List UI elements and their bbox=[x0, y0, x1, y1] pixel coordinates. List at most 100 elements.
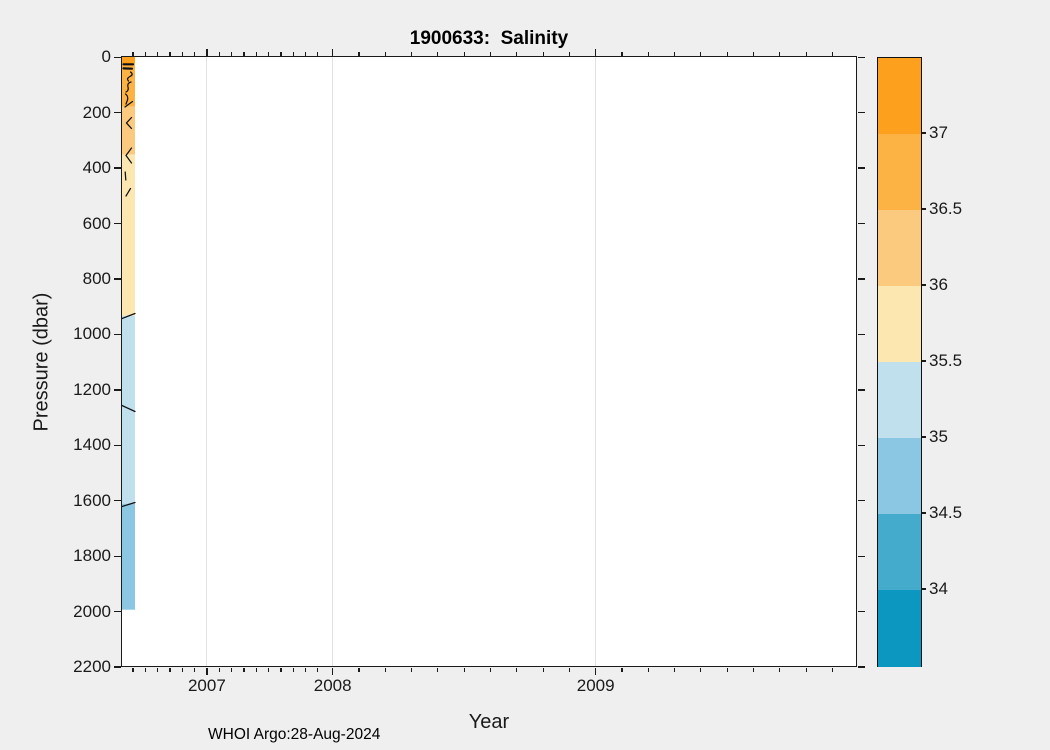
colorbar-tick-label: 36.5 bbox=[929, 199, 963, 218]
y-tick-label: 1000 bbox=[73, 324, 111, 344]
x-major-tick bbox=[595, 667, 597, 675]
colorbar-tick bbox=[921, 436, 926, 438]
colorbar-tick bbox=[921, 284, 926, 286]
x-minor-tick-top bbox=[779, 51, 781, 56]
x-minor-tick-top bbox=[726, 51, 728, 56]
x-minor-tick bbox=[621, 667, 623, 673]
contour-line bbox=[122, 501, 136, 508]
x-minor-tick bbox=[157, 667, 159, 673]
y-major-tick-right bbox=[857, 444, 865, 447]
x-minor-tick-top bbox=[218, 51, 220, 56]
credit-text: WHOI Argo:28-Aug-2024 bbox=[208, 726, 381, 743]
y-tick-label: 2000 bbox=[73, 601, 111, 621]
y-tick-label: 200 bbox=[82, 102, 111, 122]
x-minor-tick-top bbox=[280, 51, 282, 56]
y-major-tick-right bbox=[857, 112, 865, 114]
x-minor-tick-top bbox=[181, 51, 183, 56]
x-minor-tick bbox=[437, 667, 439, 673]
contour-line bbox=[124, 100, 134, 108]
y-major-tick-right bbox=[857, 333, 865, 336]
x-minor-tick-top bbox=[542, 51, 544, 56]
y-major-tick bbox=[114, 333, 121, 336]
x-minor-tick bbox=[463, 667, 465, 673]
x-tick-label: 2009 bbox=[576, 676, 615, 695]
x-minor-tick-top bbox=[568, 51, 570, 56]
x-minor-tick-top bbox=[144, 51, 146, 56]
colorbar-tick-label: 35.5 bbox=[929, 351, 963, 370]
colorbar-tick bbox=[921, 512, 926, 514]
y-major-tick bbox=[114, 112, 121, 114]
y-major-tick-right bbox=[857, 555, 865, 557]
y-major-tick-right bbox=[857, 610, 865, 613]
y-major-tick bbox=[114, 389, 121, 391]
contour-line bbox=[125, 81, 132, 93]
colorbar-band-s_lt_34 bbox=[878, 590, 921, 667]
x-major-tick-top bbox=[595, 49, 597, 56]
colorbar-tick-label: 35 bbox=[929, 427, 948, 446]
x-minor-tick bbox=[268, 667, 270, 673]
y-major-tick-right bbox=[857, 222, 865, 225]
x-minor-tick-top bbox=[268, 51, 270, 56]
strip-band-s_35_355 bbox=[122, 315, 135, 504]
x-minor-tick bbox=[674, 667, 676, 673]
y-axis-label: Pressure (dbar) bbox=[30, 292, 53, 432]
y-major-tick-right bbox=[857, 389, 865, 391]
x-minor-tick bbox=[805, 667, 807, 673]
x-minor-tick bbox=[752, 667, 755, 673]
x-minor-tick-top bbox=[231, 51, 233, 56]
colorbar-tick bbox=[921, 360, 926, 362]
x-minor-tick bbox=[292, 667, 294, 673]
contour-line bbox=[126, 71, 133, 82]
y-major-tick-right bbox=[857, 278, 865, 280]
y-major-tick bbox=[114, 500, 121, 502]
x-minor-tick-top bbox=[700, 51, 702, 56]
x-minor-tick-top bbox=[132, 51, 134, 56]
colorbar-tick-label: 34 bbox=[929, 579, 948, 598]
y-major-tick-right bbox=[857, 56, 865, 58]
x-major-tick bbox=[206, 667, 208, 675]
x-minor-tick-top bbox=[305, 51, 307, 56]
x-minor-tick bbox=[700, 667, 702, 673]
colorbar-band-s_345_35 bbox=[878, 438, 921, 515]
x-major-tick-top bbox=[206, 49, 208, 56]
y-tick-label: 1800 bbox=[73, 546, 111, 566]
x-minor-tick bbox=[280, 667, 282, 673]
contour-line bbox=[125, 116, 133, 130]
x-minor-tick bbox=[218, 667, 220, 673]
y-major-tick-right bbox=[857, 167, 865, 169]
y-tick-label: 1400 bbox=[73, 435, 111, 455]
colorbar-band-s_gt_37 bbox=[878, 58, 921, 135]
colorbar-tick-label: 37 bbox=[929, 123, 948, 142]
x-minor-tick-top bbox=[463, 51, 465, 56]
y-major-tick bbox=[114, 555, 121, 557]
x-minor-tick-top bbox=[194, 51, 196, 56]
x-minor-tick bbox=[516, 667, 518, 673]
x-minor-tick bbox=[132, 667, 134, 673]
strip-band-s_365_37 bbox=[122, 63, 135, 107]
x-minor-tick-top bbox=[317, 51, 319, 56]
y-major-tick bbox=[114, 666, 121, 668]
contour-line bbox=[122, 312, 136, 320]
x-minor-tick bbox=[411, 667, 413, 673]
x-minor-tick-top bbox=[647, 51, 649, 56]
y-major-tick-right bbox=[857, 500, 865, 502]
x-minor-tick-top bbox=[831, 51, 833, 56]
y-tick-label: 600 bbox=[82, 213, 111, 233]
x-minor-tick bbox=[231, 667, 233, 673]
x-minor-tick-top bbox=[243, 51, 245, 56]
colorbar-band-s_355_36 bbox=[878, 286, 921, 363]
y-major-tick bbox=[114, 222, 121, 225]
contour-line bbox=[122, 404, 136, 413]
contour-line bbox=[124, 93, 129, 105]
x-minor-tick bbox=[647, 667, 649, 673]
strip-band-s_355_36 bbox=[122, 154, 135, 316]
x-major-tick-top bbox=[332, 49, 334, 56]
y-tick-label: 0 bbox=[101, 47, 111, 67]
x-minor-tick bbox=[489, 667, 492, 673]
plot-area bbox=[121, 56, 857, 667]
x-minor-tick-top bbox=[255, 51, 257, 56]
x-minor-tick bbox=[831, 667, 833, 673]
x-minor-tick bbox=[726, 667, 728, 673]
chart-title: 1900633: Salinity bbox=[409, 28, 569, 49]
